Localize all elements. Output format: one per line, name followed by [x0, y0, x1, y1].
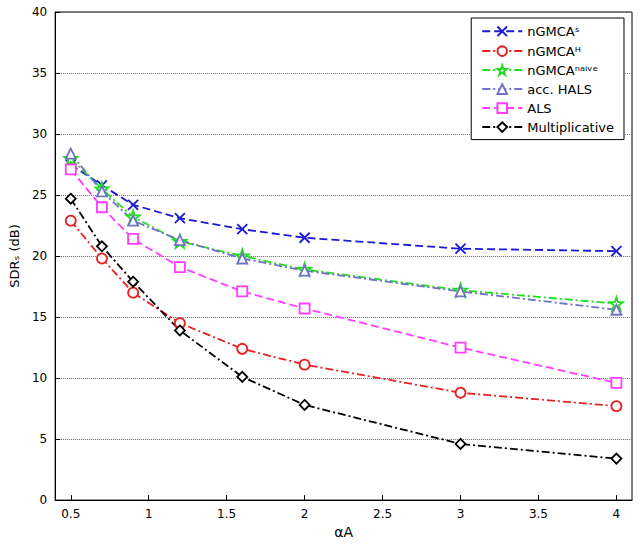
- svg-text:3.5: 3.5: [529, 507, 548, 521]
- svg-text:SDRₛ (dB): SDRₛ (dB): [7, 224, 22, 288]
- svg-text:3: 3: [457, 507, 465, 521]
- svg-text:nGMCAˢ: nGMCAˢ: [527, 24, 579, 39]
- svg-text:ALS: ALS: [527, 101, 551, 116]
- svg-text:2: 2: [301, 507, 309, 521]
- svg-text:αA: αA: [334, 524, 353, 540]
- svg-text:nGMCAᴴ: nGMCAᴴ: [527, 44, 581, 59]
- svg-text:15: 15: [32, 310, 47, 324]
- svg-text:40: 40: [32, 5, 47, 19]
- svg-text:Multiplicative: Multiplicative: [527, 120, 614, 135]
- svg-text:2.5: 2.5: [373, 507, 392, 521]
- svg-text:30: 30: [32, 127, 47, 141]
- svg-text:acc. HALS: acc. HALS: [527, 82, 592, 97]
- svg-text:5: 5: [40, 432, 48, 446]
- svg-text:25: 25: [32, 188, 47, 202]
- svg-text:4: 4: [613, 507, 621, 521]
- svg-text:nGMCAⁿᵃⁱᵛᵉ: nGMCAⁿᵃⁱᵛᵉ: [527, 63, 598, 78]
- svg-text:1: 1: [145, 507, 153, 521]
- svg-text:0.5: 0.5: [61, 507, 80, 521]
- svg-text:1.5: 1.5: [217, 507, 236, 521]
- svg-text:0: 0: [40, 493, 48, 507]
- svg-text:35: 35: [32, 66, 47, 80]
- svg-text:10: 10: [32, 371, 47, 385]
- svg-text:20: 20: [32, 249, 47, 263]
